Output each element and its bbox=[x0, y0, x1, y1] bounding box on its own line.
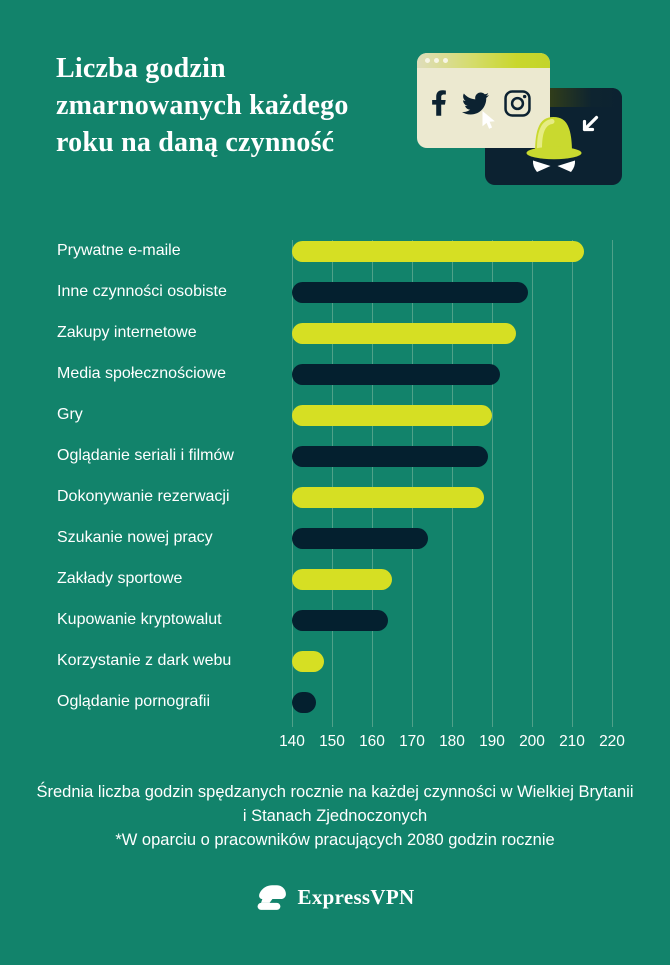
x-tick-label: 180 bbox=[439, 733, 465, 750]
bar bbox=[292, 487, 484, 508]
x-tick-label: 210 bbox=[559, 733, 585, 750]
chart-caption-block: Średnia liczba godzin spędzanych rocznie… bbox=[35, 780, 635, 852]
category-label: Media społecznościowe bbox=[57, 365, 226, 382]
header-illustration bbox=[400, 30, 650, 210]
gridline bbox=[532, 240, 533, 727]
instagram-icon bbox=[504, 89, 531, 117]
category-label: Dokonywanie rezerwacji bbox=[57, 488, 230, 505]
x-tick-label: 170 bbox=[399, 733, 425, 750]
gridline bbox=[332, 240, 333, 727]
chart-footnote: *W oparciu o pracowników pracujących 208… bbox=[115, 831, 555, 849]
gridline bbox=[452, 240, 453, 727]
x-tick-label: 220 bbox=[599, 733, 625, 750]
bar bbox=[292, 405, 492, 426]
bar bbox=[292, 446, 488, 467]
bar bbox=[292, 241, 584, 262]
expressvpn-logo-icon bbox=[257, 885, 286, 910]
social-window-titlebar bbox=[417, 53, 550, 68]
window-dot bbox=[443, 58, 448, 63]
page-title: Liczba godzin zmarnowanych każdego roku … bbox=[56, 53, 349, 158]
bar bbox=[292, 282, 528, 303]
bar bbox=[292, 651, 324, 672]
gridline bbox=[372, 240, 373, 727]
x-tick-label: 190 bbox=[479, 733, 505, 750]
category-label: Inne czynności osobiste bbox=[57, 283, 227, 300]
gridline bbox=[292, 240, 293, 727]
expressvpn-logo: ExpressVPN bbox=[0, 884, 670, 911]
x-tick-label: 160 bbox=[359, 733, 385, 750]
gridline bbox=[412, 240, 413, 727]
bar bbox=[292, 323, 516, 344]
gridline bbox=[612, 240, 613, 727]
facebook-icon bbox=[432, 90, 446, 116]
category-label: Prywatne e-maile bbox=[57, 242, 181, 259]
bar bbox=[292, 528, 428, 549]
category-label: Oglądanie seriali i filmów bbox=[57, 447, 234, 464]
expressvpn-logo-text: ExpressVPN bbox=[297, 885, 415, 909]
category-label: Oglądanie pornografii bbox=[57, 693, 210, 710]
arrow-cursor-icon bbox=[582, 115, 599, 132]
x-tick-label: 140 bbox=[279, 733, 305, 750]
gridline bbox=[492, 240, 493, 727]
bar bbox=[292, 569, 392, 590]
chart-caption: Średnia liczba godzin spędzanych rocznie… bbox=[36, 783, 634, 825]
bar bbox=[292, 692, 316, 713]
category-label: Szukanie nowej pracy bbox=[57, 529, 213, 546]
social-icons-row bbox=[431, 89, 531, 117]
bar bbox=[292, 610, 388, 631]
category-label: Korzystanie z dark webu bbox=[57, 652, 232, 669]
social-browser-window bbox=[417, 53, 550, 148]
gridline bbox=[572, 240, 573, 727]
spy-hat-icon bbox=[526, 117, 582, 172]
window-dot bbox=[434, 58, 439, 63]
window-dot bbox=[425, 58, 430, 63]
pointer-cursor-icon bbox=[482, 111, 495, 129]
x-tick-label: 150 bbox=[319, 733, 345, 750]
bar bbox=[292, 364, 500, 385]
category-label: Kupowanie kryptowalut bbox=[57, 611, 222, 628]
x-tick-label: 200 bbox=[519, 733, 545, 750]
category-label: Zakłady sportowe bbox=[57, 570, 183, 587]
category-label: Gry bbox=[57, 406, 83, 423]
twitter-icon bbox=[462, 92, 489, 114]
category-label: Zakupy internetowe bbox=[57, 324, 197, 341]
